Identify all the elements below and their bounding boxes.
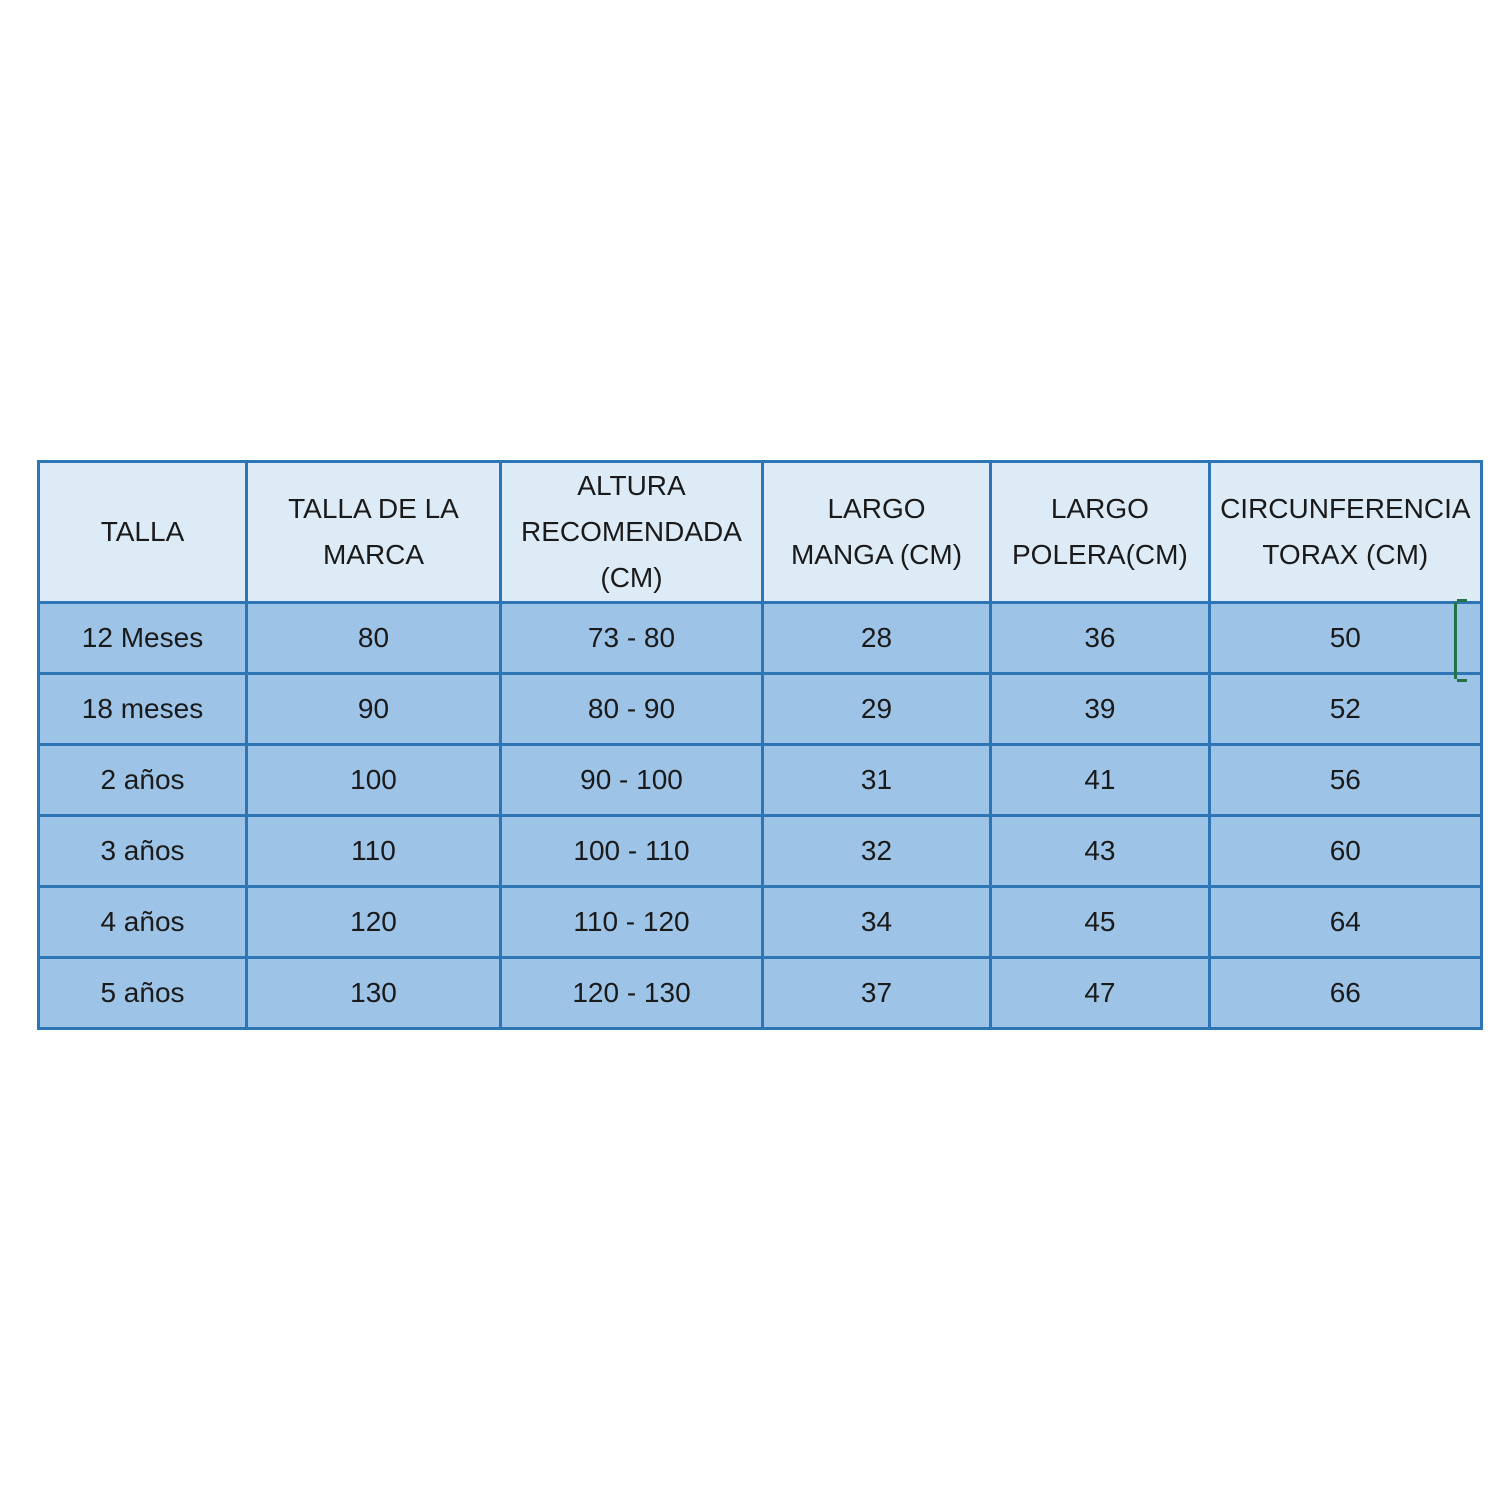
table-cell[interactable]: 50 [1207, 601, 1483, 675]
header-text: LARGO MANGA (CM) [790, 493, 963, 570]
table-cell[interactable]: 100 [245, 743, 502, 817]
table-cell[interactable]: 130 [245, 956, 502, 1030]
table-cell[interactable]: 3 años [37, 814, 248, 888]
header-cell[interactable]: LARGO POLERA(CM) [989, 460, 1211, 604]
table-cell[interactable]: 41 [989, 743, 1211, 817]
table-cell[interactable]: 18 meses [37, 672, 248, 746]
table-cell[interactable]: 12 Meses [37, 601, 248, 675]
header-text: CIRCUNFERENCIA TORAX (CM) [1220, 493, 1471, 570]
table-cell[interactable]: 52 [1207, 672, 1483, 746]
table-cell[interactable]: 36 [989, 601, 1211, 675]
table-cell[interactable]: 73 - 80 [499, 601, 764, 675]
cell-selection-indicator [1454, 599, 1467, 682]
table-cell[interactable]: 56 [1207, 743, 1483, 817]
table-row: 5 años 130 120 - 130 37 47 66 [37, 956, 1483, 1030]
table-row: 3 años 110 100 - 110 32 43 60 [37, 814, 1483, 888]
table-cell[interactable]: 80 - 90 [499, 672, 764, 746]
table-cell[interactable]: 45 [989, 885, 1211, 959]
header-text: LARGO POLERA(CM) [1012, 493, 1188, 570]
table-cell[interactable]: 29 [761, 672, 992, 746]
table-cell[interactable]: 2 años [37, 743, 248, 817]
header-cell[interactable]: ALTURA RECOMENDADA (CM) [499, 460, 764, 604]
table-cell[interactable]: 28 [761, 601, 992, 675]
table-cell[interactable]: 60 [1207, 814, 1483, 888]
table-cell[interactable]: 39 [989, 672, 1211, 746]
table-row: 2 años 100 90 - 100 31 41 56 [37, 743, 1483, 817]
table-cell[interactable]: 120 [245, 885, 502, 959]
header-cell[interactable]: CIRCUNFERENCIA TORAX (CM) [1207, 460, 1483, 604]
size-chart-table: TALLA TALLA DE LA MARCA ALTURA RECOMENDA… [37, 460, 1483, 1030]
table-cell[interactable]: 110 - 120 [499, 885, 764, 959]
table-cell[interactable]: 110 [245, 814, 502, 888]
table-cell[interactable]: 80 [245, 601, 502, 675]
table-cell[interactable]: 5 años [37, 956, 248, 1030]
table-cell[interactable]: 90 - 100 [499, 743, 764, 817]
header-row: TALLA TALLA DE LA MARCA ALTURA RECOMENDA… [37, 460, 1483, 604]
header-cell[interactable]: TALLA [37, 460, 248, 604]
table-row: 18 meses 90 80 - 90 29 39 52 [37, 672, 1483, 746]
header-text: ALTURA RECOMENDADA (CM) [521, 470, 742, 593]
table-cell[interactable]: 90 [245, 672, 502, 746]
header-cell[interactable]: TALLA DE LA MARCA [245, 460, 502, 604]
table-cell[interactable]: 32 [761, 814, 992, 888]
table-cell[interactable]: 31 [761, 743, 992, 817]
table-row: 12 Meses 80 73 - 80 28 36 50 [37, 601, 1483, 675]
table-cell[interactable]: 66 [1207, 956, 1483, 1030]
table-cell[interactable]: 4 años [37, 885, 248, 959]
table-cell[interactable]: 37 [761, 956, 992, 1030]
table-cell[interactable]: 34 [761, 885, 992, 959]
table-cell[interactable]: 64 [1207, 885, 1483, 959]
header-cell[interactable]: LARGO MANGA (CM) [761, 460, 992, 604]
table-cell[interactable]: 100 - 110 [499, 814, 764, 888]
table-cell[interactable]: 120 - 130 [499, 956, 764, 1030]
table-cell[interactable]: 43 [989, 814, 1211, 888]
header-text: TALLA DE LA MARCA [288, 493, 459, 570]
table-cell[interactable]: 47 [989, 956, 1211, 1030]
table-row: 4 años 120 110 - 120 34 45 64 [37, 885, 1483, 959]
